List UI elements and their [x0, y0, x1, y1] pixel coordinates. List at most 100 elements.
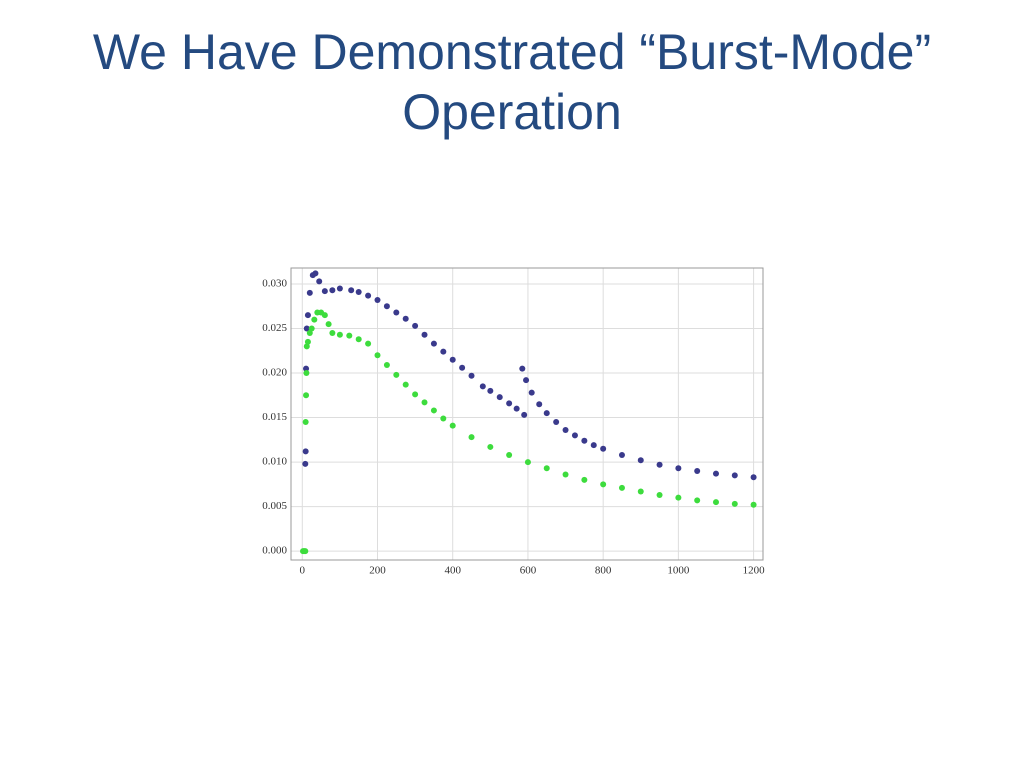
- data-point: [355, 336, 362, 343]
- data-point: [536, 401, 543, 408]
- x-tick-label: 1200: [743, 565, 766, 577]
- data-point: [383, 362, 390, 369]
- data-point: [528, 389, 535, 396]
- y-tick-label: 0.010: [262, 456, 287, 468]
- x-tick-label: 800: [595, 565, 612, 577]
- data-point: [312, 270, 319, 277]
- data-point: [316, 278, 323, 285]
- y-tick-label: 0.025: [262, 322, 287, 334]
- data-point: [506, 400, 513, 407]
- data-point: [590, 442, 597, 449]
- data-point: [336, 285, 343, 292]
- data-point: [521, 411, 528, 418]
- data-point: [675, 465, 682, 472]
- data-point: [374, 297, 381, 304]
- data-point: [412, 391, 419, 398]
- data-point: [487, 387, 494, 394]
- data-point: [304, 338, 311, 345]
- data-point: [600, 481, 607, 488]
- x-tick-label: 400: [444, 565, 461, 577]
- data-point: [553, 419, 560, 426]
- data-point: [675, 494, 682, 501]
- data-point: [336, 331, 343, 338]
- data-point: [303, 370, 310, 377]
- data-point: [459, 364, 466, 371]
- data-point: [304, 312, 311, 319]
- data-point: [365, 340, 372, 347]
- data-point: [303, 392, 310, 399]
- x-tick-label: 1000: [667, 565, 690, 577]
- data-point: [618, 484, 625, 491]
- x-tick-label: 200: [369, 565, 386, 577]
- data-point: [519, 365, 526, 372]
- data-point: [479, 383, 486, 390]
- data-point: [468, 372, 475, 379]
- slide-title: We Have Demonstrated “Burst-Mode” Operat…: [92, 24, 932, 140]
- y-tick-label: 0.030: [262, 278, 287, 290]
- data-point: [346, 332, 353, 339]
- data-point: [449, 356, 456, 363]
- data-point: [421, 399, 428, 406]
- data-point: [383, 303, 390, 310]
- data-point: [302, 419, 309, 426]
- data-point: [393, 309, 400, 316]
- data-point: [506, 451, 513, 458]
- data-point: [321, 312, 328, 319]
- data-point: [402, 381, 409, 388]
- data-point: [656, 461, 663, 468]
- data-point: [524, 459, 531, 466]
- y-tick-label: 0.020: [262, 367, 287, 379]
- data-point: [750, 501, 757, 508]
- data-point: [600, 445, 607, 452]
- data-point: [637, 488, 644, 495]
- data-point: [712, 470, 719, 477]
- y-tick-label: 0.005: [262, 500, 287, 512]
- data-point: [421, 331, 428, 338]
- data-point: [449, 422, 456, 429]
- data-point: [571, 432, 578, 439]
- data-point: [302, 548, 309, 555]
- data-point: [581, 437, 588, 444]
- data-point: [402, 315, 409, 322]
- data-point: [308, 325, 315, 332]
- data-point: [303, 325, 310, 332]
- data-point: [731, 500, 738, 507]
- data-point: [496, 394, 503, 401]
- data-point: [393, 371, 400, 378]
- data-point: [468, 434, 475, 441]
- data-point: [513, 405, 520, 412]
- data-point: [694, 497, 701, 504]
- data-point: [523, 377, 530, 384]
- x-tick-label: 0: [300, 565, 306, 577]
- data-point: [750, 474, 757, 481]
- data-point: [412, 322, 419, 329]
- data-point: [430, 340, 437, 347]
- data-point: [302, 460, 309, 467]
- data-point: [440, 415, 447, 422]
- data-point: [311, 316, 318, 323]
- data-point: [694, 467, 701, 474]
- data-point: [321, 288, 328, 295]
- x-tick-label: 600: [520, 565, 537, 577]
- data-point: [562, 427, 569, 434]
- data-point: [374, 352, 381, 359]
- data-point: [487, 443, 494, 450]
- data-point: [543, 465, 550, 472]
- data-point: [581, 476, 588, 483]
- data-point: [712, 499, 719, 506]
- data-point: [637, 457, 644, 464]
- plot-frame: [290, 267, 764, 561]
- data-point: [430, 407, 437, 414]
- data-point: [543, 410, 550, 417]
- data-point: [348, 287, 355, 294]
- data-point: [440, 348, 447, 355]
- data-point: [329, 287, 336, 294]
- data-point: [306, 289, 313, 296]
- data-point: [303, 365, 310, 372]
- y-tick-label: 0.000: [262, 545, 287, 557]
- data-point: [365, 292, 372, 299]
- data-point: [325, 321, 332, 328]
- data-point: [302, 448, 309, 455]
